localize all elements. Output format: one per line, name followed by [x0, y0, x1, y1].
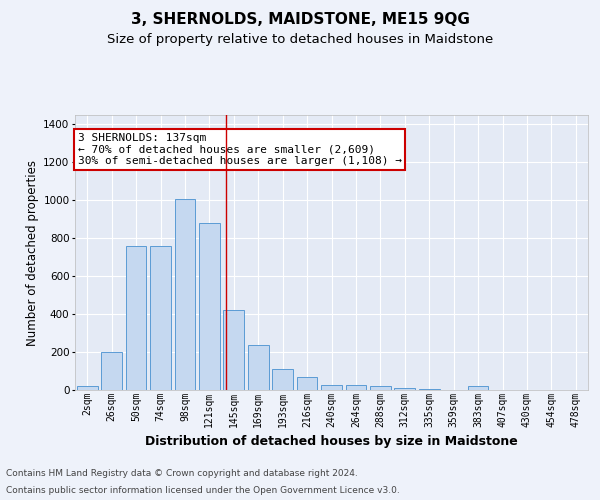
Bar: [296, 376, 317, 390]
Bar: [321, 386, 342, 390]
Bar: [394, 388, 415, 390]
Bar: [248, 346, 269, 390]
Y-axis label: Number of detached properties: Number of detached properties: [26, 160, 39, 346]
Bar: [370, 386, 391, 390]
Bar: [272, 369, 293, 390]
Bar: [125, 246, 146, 390]
Bar: [175, 200, 196, 390]
Bar: [101, 352, 122, 390]
Bar: [77, 386, 98, 390]
Bar: [199, 223, 220, 390]
Bar: [346, 386, 367, 390]
Bar: [467, 386, 488, 390]
Text: Contains public sector information licensed under the Open Government Licence v3: Contains public sector information licen…: [6, 486, 400, 495]
Text: 3, SHERNOLDS, MAIDSTONE, ME15 9QG: 3, SHERNOLDS, MAIDSTONE, ME15 9QG: [131, 12, 469, 28]
Text: Size of property relative to detached houses in Maidstone: Size of property relative to detached ho…: [107, 32, 493, 46]
Bar: [419, 389, 440, 390]
Text: 3 SHERNOLDS: 137sqm
← 70% of detached houses are smaller (2,609)
30% of semi-det: 3 SHERNOLDS: 137sqm ← 70% of detached ho…: [77, 133, 401, 166]
Bar: [150, 246, 171, 390]
X-axis label: Distribution of detached houses by size in Maidstone: Distribution of detached houses by size …: [145, 435, 518, 448]
Bar: [223, 310, 244, 390]
Text: Contains HM Land Registry data © Crown copyright and database right 2024.: Contains HM Land Registry data © Crown c…: [6, 468, 358, 477]
